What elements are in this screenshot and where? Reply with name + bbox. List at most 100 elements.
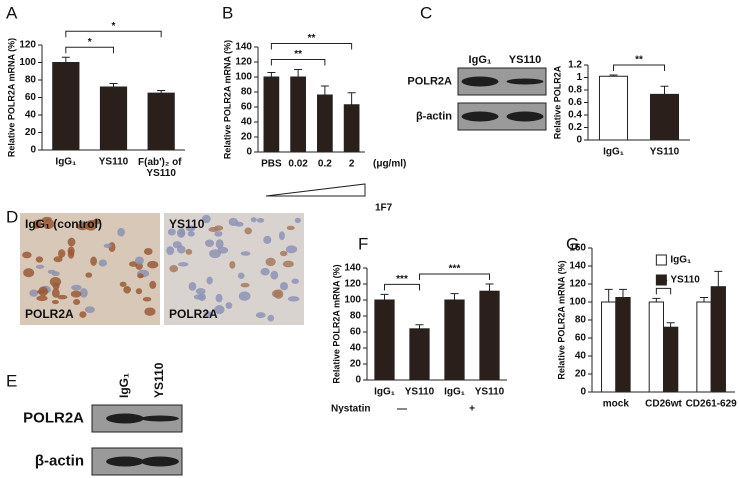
error-bar	[109, 83, 118, 87]
y-tick-label: 20	[350, 359, 362, 370]
cell-nucleus	[35, 256, 44, 263]
cell-nucleus	[291, 278, 299, 284]
panel-letter: C	[420, 3, 432, 22]
bar	[663, 326, 679, 393]
cell-nucleus	[129, 261, 138, 267]
error-bar	[609, 74, 618, 77]
x-tick-label: IgG₁	[55, 157, 76, 168]
cell-nucleus	[76, 222, 89, 231]
bar	[343, 104, 360, 153]
bar	[409, 328, 430, 381]
cell-nucleus	[271, 289, 282, 298]
cell-nucleus	[285, 245, 298, 254]
cell-nucleus	[206, 276, 213, 285]
y-axis-label: Relative POLR2A	[552, 65, 562, 139]
cell-nucleus	[172, 241, 182, 249]
y-tick-label: 1	[576, 72, 582, 83]
cell-nucleus	[79, 288, 88, 298]
legend-label: IgG₁	[670, 255, 691, 266]
cell-nucleus	[229, 260, 236, 269]
cell-nucleus	[98, 259, 107, 267]
bar	[710, 286, 726, 393]
x-tick-label: 2	[349, 159, 355, 170]
cell-nucleus	[67, 246, 75, 256]
bar	[290, 76, 306, 153]
y-tick-label: 80	[350, 311, 362, 322]
cell-nucleus	[49, 276, 62, 287]
x-tick-label: CD26wt	[645, 399, 682, 410]
legend-swatch	[655, 254, 667, 266]
y-axis-label: Relative POLR2A mRNA (%)	[556, 260, 566, 379]
y-tick-label: 120	[235, 57, 252, 68]
y-tick-label: 0.4	[568, 110, 582, 121]
cell-nucleus	[51, 299, 59, 305]
blot-band	[506, 78, 544, 85]
cell-nucleus	[255, 312, 266, 319]
bar	[598, 75, 629, 141]
y-tick-label: 120	[344, 279, 361, 290]
cell-nucleus	[22, 251, 32, 259]
cell-nucleus	[256, 217, 265, 223]
y-tick-label: 40	[25, 110, 37, 121]
error-bar	[267, 72, 276, 77]
error-bar	[347, 92, 356, 105]
y-tick-label: 0	[355, 375, 361, 386]
error-bar	[61, 56, 70, 63]
error-bar	[618, 288, 627, 298]
bar	[696, 301, 712, 393]
panel-letter: E	[6, 371, 17, 390]
blot-band	[506, 111, 544, 122]
cell-nucleus	[208, 226, 219, 233]
y-tick-label: 1.2	[568, 60, 582, 71]
blot-band	[461, 76, 499, 87]
cell-nucleus	[67, 237, 76, 247]
blot-band	[141, 456, 179, 467]
y-tick-label: 140	[235, 42, 252, 53]
y-tick-label: 20	[575, 369, 587, 380]
significance-label: **	[635, 55, 643, 66]
micrograph-title: YS110	[169, 217, 205, 231]
blot-row-label: POLR2A	[407, 75, 452, 87]
y-tick-label: 40	[350, 343, 362, 354]
significance-bracket	[65, 46, 114, 54]
cell-nucleus	[240, 251, 251, 256]
bar	[147, 92, 175, 151]
blot-lane-label: YS110	[509, 54, 541, 66]
cell-nucleus	[85, 272, 93, 278]
cell-nucleus	[188, 282, 197, 291]
y-tick-label: 0.8	[568, 85, 582, 96]
label-line: YS110	[146, 168, 176, 179]
blot-lane-label: YS110	[152, 362, 166, 398]
cell-nucleus	[135, 288, 143, 295]
significance-label: *	[88, 37, 92, 48]
treatment-label: 1F7	[375, 203, 393, 214]
cell-nucleus	[244, 227, 252, 235]
cell-nucleus	[238, 291, 251, 301]
cell-nucleus	[287, 296, 300, 302]
significance-label: **	[308, 33, 316, 44]
y-tick-label: 100	[235, 72, 252, 83]
cell-nucleus	[149, 280, 157, 289]
y-tick-label: 60	[350, 327, 362, 338]
cell-nucleus	[214, 304, 225, 315]
cell-nucleus	[29, 289, 39, 297]
bar	[263, 76, 280, 153]
cell-nucleus	[169, 265, 179, 273]
y-tick-label: 0.2	[568, 122, 582, 133]
cell-nucleus	[79, 311, 87, 318]
cell-nucleus	[87, 219, 97, 226]
y-tick-label: 0	[246, 147, 252, 158]
error-bar	[604, 288, 613, 302]
cell-nucleus	[185, 248, 193, 255]
cell-nucleus	[279, 281, 289, 291]
cell-nucleus	[214, 231, 223, 237]
cell-nucleus	[42, 216, 52, 222]
cell-nucleus	[178, 228, 186, 237]
cell-nucleus	[167, 228, 176, 236]
cell-nucleus	[279, 250, 288, 257]
y-tick-label: 100	[19, 57, 36, 68]
significance-bracket	[419, 273, 490, 280]
y-tick-label: 100	[344, 295, 361, 306]
label-line: F(ab')₂ of	[138, 157, 184, 168]
